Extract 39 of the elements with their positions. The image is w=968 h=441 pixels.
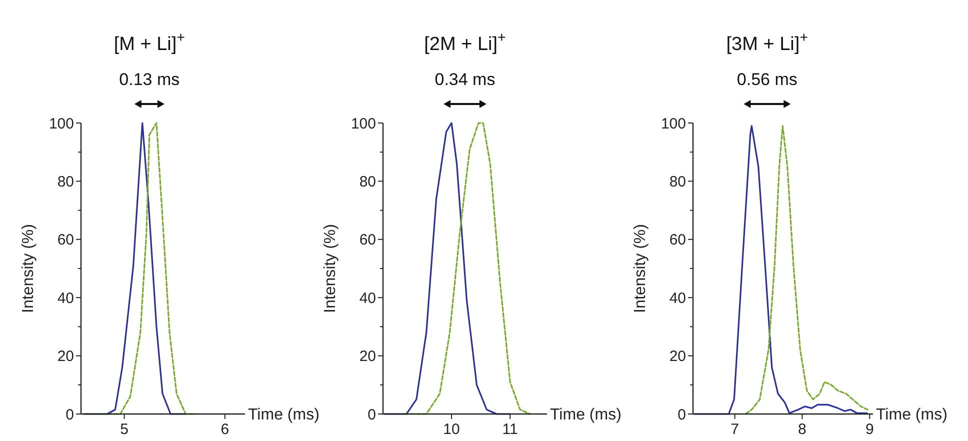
x-axis-title: Time (ms) <box>876 406 948 424</box>
chart-title: [2M + Li]$^{+}$ <box>424 30 506 55</box>
x-tick-label: 11 <box>502 421 518 438</box>
x-axis-title: Time (ms) <box>248 406 320 424</box>
y-tick-label: 100 <box>350 115 376 132</box>
y-axis-title: Intensity (%) <box>632 224 649 313</box>
y-axis-title: Intensity (%) <box>322 224 339 313</box>
x-tick-label: 5 <box>120 421 128 438</box>
chart-title: [M + Li]$^{+}$ <box>114 30 185 55</box>
text: 0.34 ms <box>434 70 496 89</box>
x-axis-title: Time (ms) <box>550 406 622 424</box>
y-tick-label: 20 <box>669 348 686 366</box>
y-tick-label: 60 <box>669 232 686 249</box>
chart-title: [3M + Li]$^{+}$ <box>726 30 808 55</box>
y-tick-label: 100 <box>48 115 74 132</box>
x-tick-label: 7 <box>730 421 739 438</box>
y-tick-label: 20 <box>359 348 376 366</box>
y-tick-label: 100 <box>660 115 686 132</box>
y-axis-title: Intensity (%) <box>20 224 37 313</box>
y-tick-label: 80 <box>669 173 686 190</box>
y-tick-label: 40 <box>669 290 686 307</box>
x-tick-label: 8 <box>798 421 806 438</box>
y-tick-label: 20 <box>57 348 74 366</box>
x-tick-label: 10 <box>443 421 460 438</box>
x-tick-label: 6 <box>220 421 230 438</box>
y-tick-label: 80 <box>57 173 74 190</box>
line-series <box>404 122 531 415</box>
text: 0.13 ms <box>119 70 180 89</box>
y-tick-label: 0 <box>678 406 686 424</box>
y-tick-label: 40 <box>57 290 74 307</box>
y-tick-label: 40 <box>359 290 376 307</box>
y-tick-label: 0 <box>368 406 376 424</box>
y-tick-label: 80 <box>359 173 376 190</box>
y-tick-label: 60 <box>57 232 74 249</box>
y-tick-label: 0 <box>66 406 74 424</box>
line-series <box>744 125 868 415</box>
y-tick-label: 60 <box>359 232 376 249</box>
x-tick-label: 9 <box>865 421 874 438</box>
text: 0.56 ms <box>736 70 798 89</box>
